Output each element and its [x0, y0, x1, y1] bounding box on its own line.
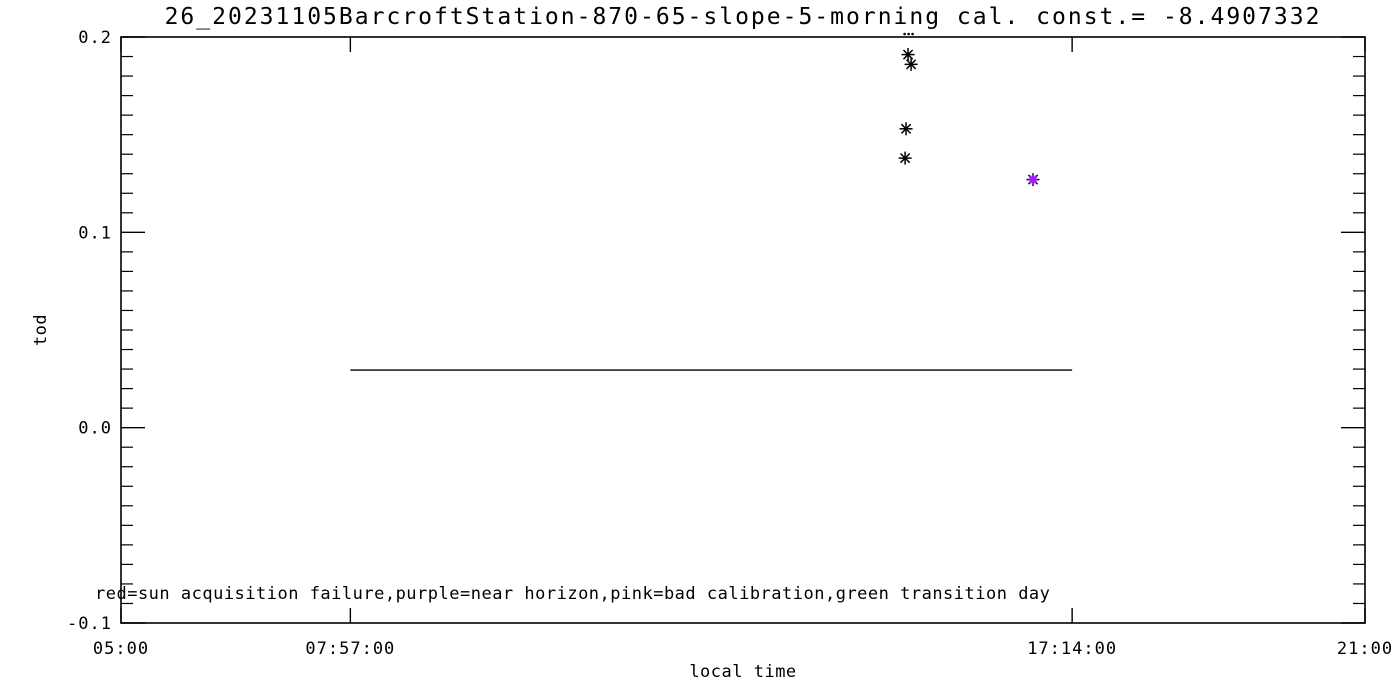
data-point-marker-purple — [1028, 174, 1038, 185]
clipped-marker-dot — [911, 32, 914, 36]
clipped-marker-dot — [907, 32, 910, 36]
data-point-marker — [899, 122, 913, 136]
data-point-marker — [898, 151, 912, 165]
asterisk-stroke — [899, 152, 911, 164]
asterisk-stroke — [1028, 175, 1038, 184]
asterisk-stroke — [900, 123, 912, 134]
asterisk-stroke — [902, 49, 914, 60]
x-tick-label: 05:00 — [93, 639, 149, 659]
plot-title: 26_20231105BarcroftStation-870-65-slope-… — [164, 4, 1322, 30]
y-tick-label: 0.2 — [78, 28, 112, 48]
axis-box — [120, 36, 1366, 624]
x-tick-label: 21:00 — [1337, 639, 1393, 659]
x-axis-label: local time — [689, 662, 797, 682]
x-tick-label: 07:57:00 — [305, 639, 395, 659]
asterisk-stroke — [905, 59, 917, 70]
data-point-marker — [904, 57, 918, 71]
y-axis-label: tod — [31, 313, 51, 347]
y-tick-label: 0.0 — [78, 419, 112, 439]
data-point-marker — [901, 48, 915, 62]
y-tick-label: -0.1 — [67, 614, 112, 634]
legend-note: red=sun acquisition failure,purple=near … — [95, 584, 1051, 604]
x-tick-label: 17:14:00 — [1027, 639, 1117, 659]
y-tick-label: 0.1 — [78, 223, 112, 243]
clipped-marker-dot — [903, 32, 906, 36]
